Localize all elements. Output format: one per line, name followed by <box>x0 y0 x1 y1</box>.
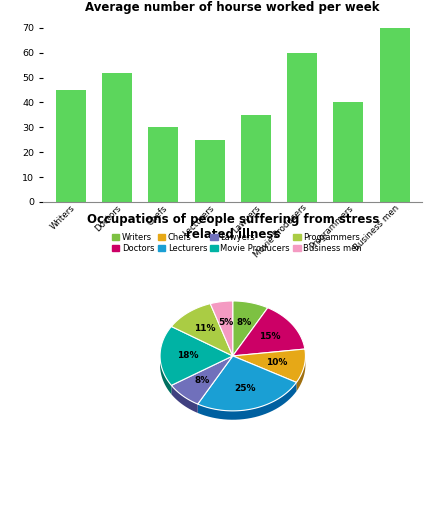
Title: Average number of hourse worked per week: Average number of hourse worked per week <box>85 1 379 14</box>
Text: Hours worked and stress levels amongst professionals in eight groups: Hours worked and stress levels amongst p… <box>61 485 403 495</box>
Text: 11%: 11% <box>194 325 215 333</box>
Text: 18%: 18% <box>176 351 198 360</box>
Legend: Writers, Doctors, Chefs, Lecturers, Lawyers, Movie Producers, Programmers, Busin: Writers, Doctors, Chefs, Lecturers, Lawy… <box>110 231 363 255</box>
Bar <box>56 90 86 202</box>
Text: 8%: 8% <box>236 318 251 327</box>
Bar <box>286 53 316 202</box>
Bar <box>332 102 362 202</box>
Polygon shape <box>232 308 304 356</box>
Text: 10%: 10% <box>266 358 287 367</box>
Polygon shape <box>160 327 232 386</box>
Bar <box>194 140 224 202</box>
Polygon shape <box>171 356 232 404</box>
Polygon shape <box>171 386 197 413</box>
Bar <box>379 28 408 202</box>
Text: 8%: 8% <box>194 376 209 385</box>
Bar <box>240 115 270 202</box>
Text: 5%: 5% <box>218 318 233 327</box>
Polygon shape <box>210 301 232 356</box>
Bar <box>102 73 132 202</box>
Polygon shape <box>171 304 232 356</box>
Polygon shape <box>296 353 305 391</box>
Text: 15%: 15% <box>259 332 280 342</box>
Text: Occupations of people suffering from stress
related illness: Occupations of people suffering from str… <box>86 213 378 241</box>
Polygon shape <box>197 356 296 411</box>
Bar <box>148 127 178 202</box>
Text: 25%: 25% <box>234 384 255 393</box>
Polygon shape <box>197 382 296 420</box>
Polygon shape <box>232 301 267 356</box>
Polygon shape <box>232 349 305 382</box>
Polygon shape <box>160 353 171 394</box>
